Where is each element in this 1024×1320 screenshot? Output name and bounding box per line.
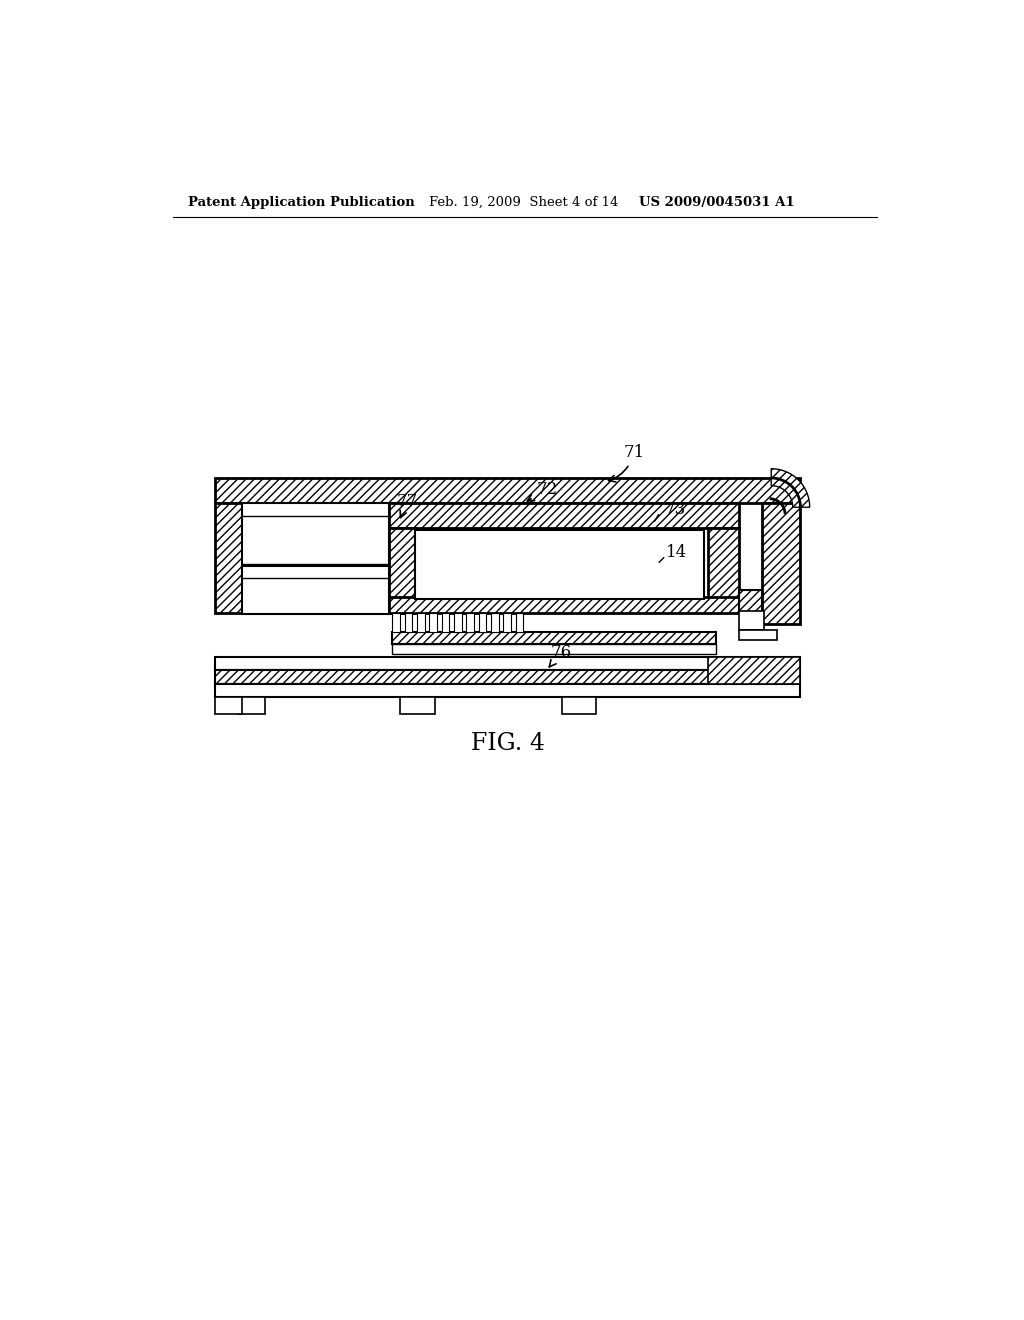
Bar bbox=[490, 612, 499, 632]
Text: 73: 73 bbox=[665, 502, 685, 519]
Bar bbox=[762, 503, 801, 624]
Text: US 2009/0045031 A1: US 2009/0045031 A1 bbox=[639, 197, 795, 209]
Bar bbox=[243, 566, 388, 614]
Bar bbox=[429, 612, 437, 632]
Bar bbox=[708, 657, 801, 684]
Bar bbox=[388, 528, 416, 612]
Text: Feb. 19, 2009  Sheet 4 of 14: Feb. 19, 2009 Sheet 4 of 14 bbox=[429, 197, 618, 209]
Bar bbox=[215, 478, 801, 503]
Bar bbox=[392, 612, 400, 632]
Bar bbox=[515, 612, 523, 632]
Bar bbox=[417, 612, 425, 632]
Bar bbox=[215, 697, 243, 714]
Text: 77: 77 bbox=[397, 494, 418, 517]
Bar bbox=[243, 503, 388, 566]
Bar bbox=[441, 612, 450, 632]
Text: 72: 72 bbox=[527, 480, 558, 502]
Text: FIG. 4: FIG. 4 bbox=[471, 733, 545, 755]
Bar bbox=[392, 632, 716, 644]
Bar bbox=[215, 671, 801, 684]
Bar bbox=[404, 612, 413, 632]
Text: 76: 76 bbox=[549, 644, 571, 667]
Bar bbox=[454, 612, 462, 632]
Bar bbox=[392, 644, 716, 655]
Bar bbox=[388, 503, 739, 528]
Text: 14: 14 bbox=[666, 544, 687, 561]
Bar bbox=[478, 612, 486, 632]
Bar bbox=[466, 612, 474, 632]
Bar bbox=[739, 631, 777, 640]
Bar bbox=[708, 528, 739, 605]
Bar bbox=[388, 597, 739, 612]
Bar bbox=[215, 684, 801, 697]
Bar bbox=[739, 590, 762, 612]
Bar bbox=[503, 612, 511, 632]
Polygon shape bbox=[771, 469, 810, 507]
Bar bbox=[416, 529, 705, 599]
Bar bbox=[215, 657, 801, 671]
Bar bbox=[215, 503, 243, 612]
Bar bbox=[562, 697, 596, 714]
Text: Patent Application Publication: Patent Application Publication bbox=[188, 197, 415, 209]
Bar bbox=[400, 697, 435, 714]
Bar bbox=[239, 697, 265, 714]
Text: 71: 71 bbox=[608, 444, 645, 482]
Bar bbox=[739, 611, 764, 631]
